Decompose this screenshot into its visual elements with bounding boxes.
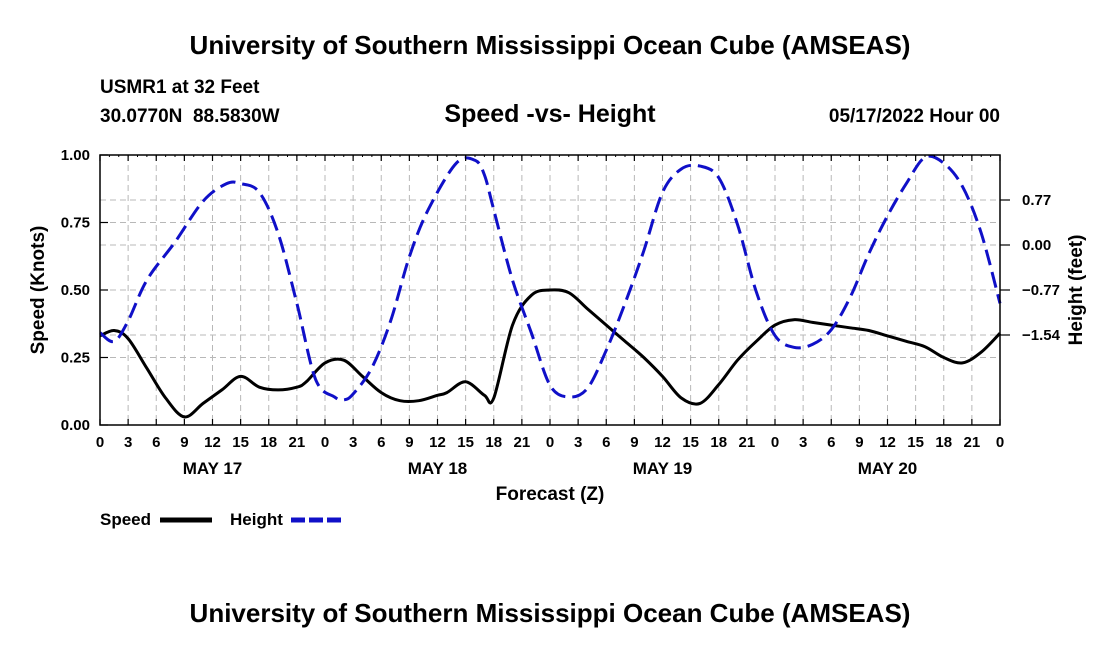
x-tick-label: 18 — [485, 434, 502, 451]
y2-tick-label: 0.00 — [1022, 237, 1051, 254]
x-tick-label: 21 — [964, 434, 981, 451]
forecast-datetime: 05/17/2022 Hour 00 — [828, 106, 1000, 127]
x-tick-label: 6 — [827, 434, 835, 451]
y2-tick-label: 0.77 — [1022, 192, 1051, 209]
x-tick-label: 0 — [546, 434, 554, 451]
x-tick-label: 18 — [260, 434, 277, 451]
x-tick-label: 12 — [654, 434, 671, 451]
x-tick-label: 3 — [349, 434, 357, 451]
x-tick-label: 18 — [710, 434, 727, 451]
x-tick-label: 12 — [879, 434, 896, 451]
y-tick-label: 0.50 — [61, 282, 90, 299]
x-tick-label: 6 — [602, 434, 610, 451]
x-tick-label: 0 — [771, 434, 779, 451]
x-tick-label: 15 — [232, 434, 249, 451]
x-tick-label: 0 — [996, 434, 1004, 451]
y-axis-label: Speed (Knots) — [28, 226, 49, 355]
y-tick-label: 1.00 — [61, 147, 90, 164]
coordinates-label: 30.0770N 88.5830W — [100, 106, 280, 127]
x-tick-label: 18 — [935, 434, 952, 451]
x-tick-label: 3 — [799, 434, 807, 451]
chart-legend: Speed Height — [100, 510, 343, 529]
x-tick-label: 21 — [289, 434, 306, 451]
series-line-speed — [99, 288, 1002, 419]
x-tick-label: 15 — [457, 434, 474, 451]
y-tick-label: 0.75 — [61, 215, 90, 232]
x-tick-label: 0 — [321, 434, 329, 451]
legend-height-label: Height — [230, 510, 283, 529]
y-tick-label: 0.25 — [61, 350, 90, 367]
x-tick-label: 6 — [152, 434, 160, 451]
x-day-label: MAY 20 — [858, 459, 918, 478]
x-tick-label: 3 — [124, 434, 132, 451]
x-day-label: MAY 17 — [183, 459, 243, 478]
speed-height-chart: 0 3 6 9 12 15 18 21 0 3 6 9 12 15 18 21 0 3 6 9 12 15 18 21 0 3 6 9… — [28, 147, 1087, 529]
x-tick-label: 21 — [514, 434, 531, 451]
x-day-label: MAY 18 — [408, 459, 468, 478]
x-tick-label: 0 — [96, 434, 104, 451]
y2-tick-label: −1.54 — [1022, 327, 1061, 344]
footer-title: University of Southern Mississippi Ocean… — [189, 598, 911, 628]
x-tick-label: 12 — [429, 434, 446, 451]
x-tick-label: 9 — [630, 434, 638, 451]
legend-speed-label: Speed — [100, 510, 151, 529]
x-tick-label: 15 — [907, 434, 924, 451]
station-label: USMR1 at 32 Feet — [100, 77, 260, 98]
chart-grid — [100, 155, 1000, 425]
x-tick-label: 15 — [682, 434, 699, 451]
x-tick-label: 9 — [405, 434, 413, 451]
x-tick-label: 9 — [855, 434, 863, 451]
series-line-height — [99, 154, 1002, 402]
x-day-label: MAY 19 — [633, 459, 693, 478]
x-tick-label: 6 — [377, 434, 385, 451]
x-tick-label: 12 — [204, 434, 221, 451]
chart-series — [99, 154, 1002, 419]
y-tick-label: 0.00 — [61, 417, 90, 434]
chart-axes: 0 3 6 9 12 15 18 21 0 3 6 9 12 15 18 21 0 3 6 9 12 15 18 21 0 3 6 9… — [61, 147, 1061, 478]
page-title: University of Southern Mississippi Ocean… — [189, 30, 911, 60]
y2-tick-label: −0.77 — [1022, 282, 1060, 299]
x-tick-label: 3 — [574, 434, 582, 451]
x-tick-label: 9 — [180, 434, 188, 451]
x-tick-label: 21 — [739, 434, 756, 451]
x-axis-label: Forecast (Z) — [496, 484, 605, 505]
chart-subtitle: Speed -vs- Height — [444, 100, 656, 128]
y2-axis-label: Height (feet) — [1066, 235, 1087, 346]
